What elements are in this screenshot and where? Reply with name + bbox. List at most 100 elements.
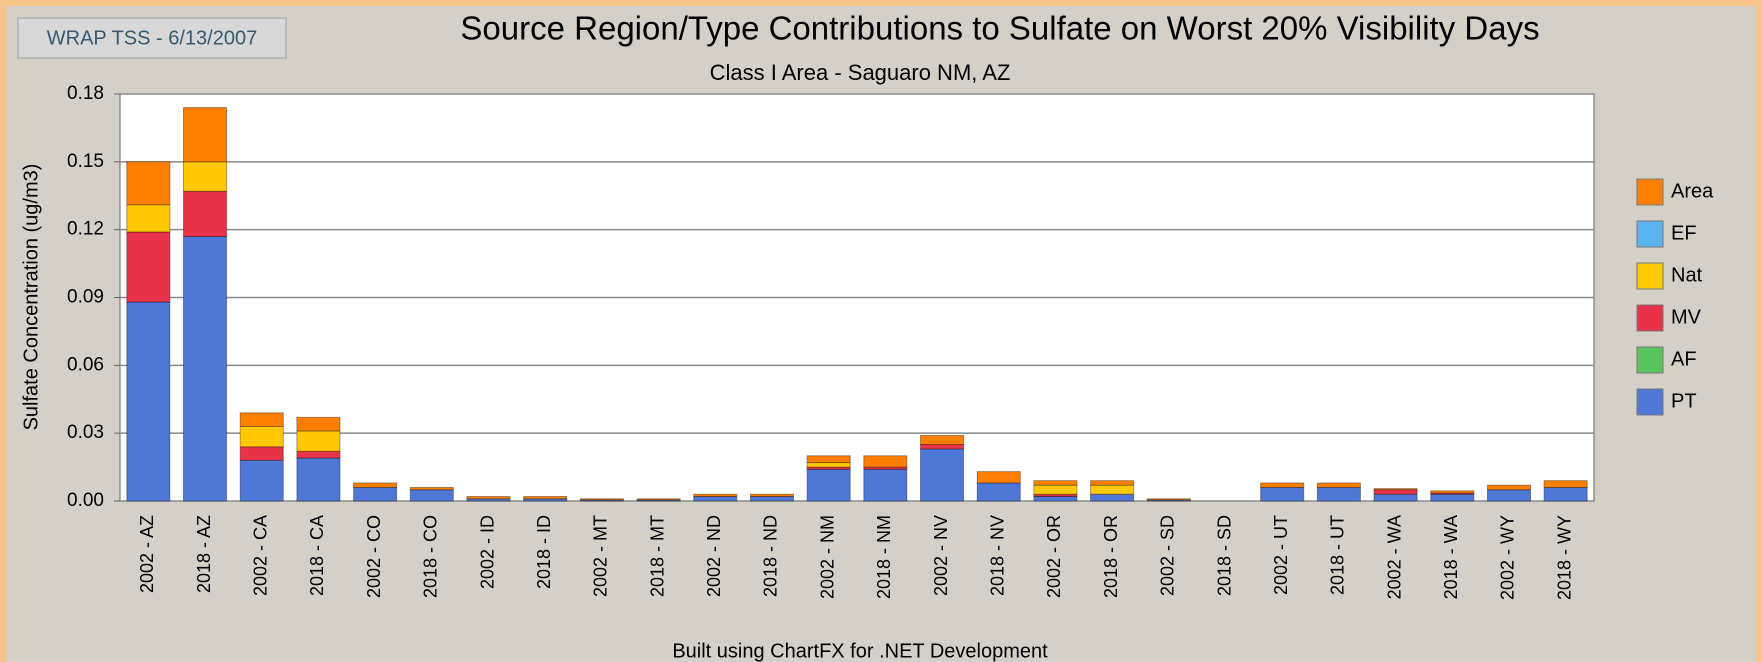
legend-swatch <box>1636 178 1664 206</box>
y-tick-label: 0.03 <box>67 422 104 443</box>
legend-swatch <box>1636 304 1664 332</box>
x-tick-label: 2018 - NM <box>874 515 894 599</box>
x-tick-label: 2018 - CO <box>421 515 441 598</box>
bar-segment <box>806 455 851 464</box>
x-tick-label: 2002 - OR <box>1044 515 1064 598</box>
bar-segment <box>296 450 341 459</box>
y-tick-label: 0.12 <box>67 219 104 240</box>
bar-segment <box>1486 489 1532 502</box>
bar-segment <box>182 190 228 237</box>
bar-segment <box>1090 480 1135 486</box>
bar-segment <box>466 495 511 500</box>
bar-segment <box>126 161 171 206</box>
bar-segment <box>296 416 341 432</box>
bar-segment <box>1090 493 1135 502</box>
bar-segment <box>239 459 284 502</box>
bar-segment <box>806 462 851 468</box>
legend-label: PT <box>1671 390 1697 412</box>
bar-segment <box>126 231 171 303</box>
x-tick-label: 2002 - ID <box>477 515 497 589</box>
bar-segment <box>1373 493 1418 502</box>
x-tick-label: 2018 - WY <box>1554 515 1574 600</box>
y-axis-label: Sulfate Concentration (ug/m3) <box>20 164 42 431</box>
y-tick-label: 0.15 <box>67 151 104 172</box>
bar-segment <box>1033 484 1078 495</box>
bar-segment <box>1090 484 1135 495</box>
bar-segment <box>296 457 341 502</box>
bar-segment <box>749 493 795 497</box>
y-tick-label: 0.18 <box>67 83 104 104</box>
x-tick-label: 2018 - WA <box>1441 515 1461 599</box>
bar-segment <box>239 412 284 427</box>
bar-segment <box>182 107 228 163</box>
bar-segment <box>1373 488 1418 491</box>
bar-segment <box>749 495 795 502</box>
bar-segment <box>239 446 284 461</box>
bar-segment <box>693 493 738 497</box>
x-tick-label: 2002 - CA <box>250 515 270 596</box>
bar-segment <box>523 495 568 500</box>
y-tick-label: 0.09 <box>67 287 104 308</box>
legend-label: AF <box>1671 348 1697 370</box>
x-tick-label: 2018 - UT <box>1328 515 1348 595</box>
legend-label: Area <box>1671 180 1714 202</box>
bar-segment <box>919 443 965 450</box>
bar-segment <box>1486 484 1532 491</box>
x-tick-label: 2018 - ID <box>534 515 554 589</box>
bar-segment <box>976 482 1021 502</box>
x-tick-label: 2002 - NV <box>931 515 951 596</box>
bar-segment <box>1033 480 1078 486</box>
bar-segment <box>919 448 965 502</box>
bar-segment <box>182 235 228 502</box>
x-tick-label: 2002 - WA <box>1384 515 1404 599</box>
legend-label: MV <box>1671 306 1702 328</box>
bar-segment <box>1373 489 1418 495</box>
bar-segment <box>863 466 908 470</box>
x-tick-label: 2002 - WY <box>1498 515 1518 600</box>
legend-label: Nat <box>1671 264 1703 286</box>
bar-segment <box>806 468 851 502</box>
x-tick-label: 2018 - MT <box>647 515 667 597</box>
x-tick-label: 2002 - ND <box>704 515 724 597</box>
x-tick-label: 2018 - ND <box>761 515 781 597</box>
bar-segment <box>182 161 228 192</box>
y-tick-label: 0.06 <box>67 354 104 375</box>
y-tick-label: 0.00 <box>67 490 104 511</box>
chart-subtitle: Class I Area - Saguaro NM, AZ <box>710 60 1011 85</box>
x-tick-label: 2002 - UT <box>1271 515 1291 595</box>
legend-swatch <box>1636 388 1664 416</box>
bar-segment <box>409 489 454 502</box>
footer: Built using ChartFX for .NET Development <box>672 640 1048 662</box>
bar-segment <box>919 434 965 445</box>
bar-segment <box>239 425 284 448</box>
legend-swatch <box>1636 262 1664 290</box>
bar-segment <box>636 498 681 501</box>
bar-segment <box>353 486 398 502</box>
bar-segment <box>296 430 341 452</box>
bar-segment <box>1146 498 1191 501</box>
bar-segment <box>1430 493 1475 502</box>
bar-segment <box>126 204 171 233</box>
x-tick-label: 2018 - CA <box>307 515 327 596</box>
x-tick-label: 2018 - SD <box>1214 515 1234 596</box>
badge-box <box>17 17 287 59</box>
bar-segment <box>1260 486 1305 502</box>
x-tick-label: 2018 - OR <box>1101 515 1121 598</box>
bar-segment <box>1316 486 1361 502</box>
bar-segment <box>353 482 398 488</box>
legend-label: EF <box>1671 222 1697 244</box>
x-tick-label: 2002 - MT <box>591 515 611 597</box>
bar-segment <box>126 301 171 502</box>
legend-swatch <box>1636 220 1664 248</box>
bar-segment <box>806 466 851 470</box>
bar-segment <box>409 486 454 491</box>
bar-segment <box>1430 490 1475 494</box>
x-tick-label: 2018 - NV <box>987 515 1007 596</box>
x-tick-label: 2002 - NM <box>817 515 837 599</box>
legend-swatch <box>1636 346 1664 374</box>
bar-segment <box>579 498 624 501</box>
bar-segment <box>1033 495 1078 502</box>
bar-segment <box>863 455 908 468</box>
bar-segment <box>1260 482 1305 488</box>
bar-segment <box>1543 486 1588 502</box>
